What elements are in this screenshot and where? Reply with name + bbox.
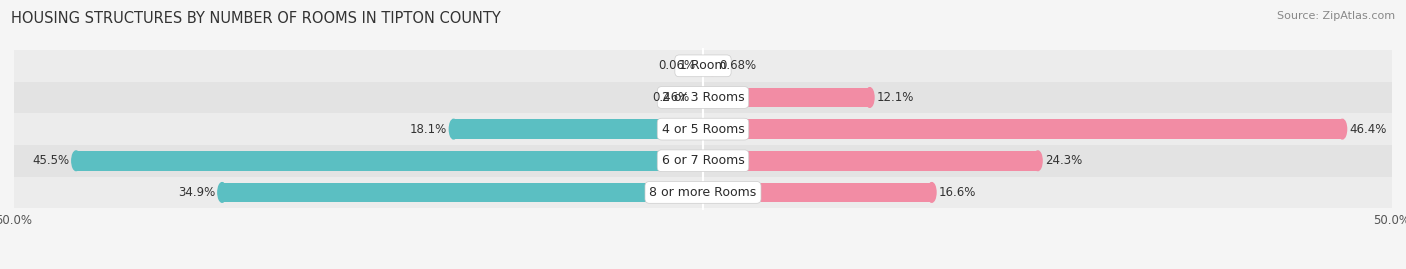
Text: 16.6%: 16.6% [939, 186, 976, 199]
Text: 46.4%: 46.4% [1350, 123, 1386, 136]
Text: 4 or 5 Rooms: 4 or 5 Rooms [662, 123, 744, 136]
Text: 2 or 3 Rooms: 2 or 3 Rooms [662, 91, 744, 104]
Bar [454, 119, 703, 139]
Bar [14, 176, 1392, 208]
Bar [703, 119, 1343, 139]
Bar [703, 151, 1038, 171]
Text: 0.68%: 0.68% [720, 59, 756, 72]
Bar [14, 113, 1392, 145]
Text: 34.9%: 34.9% [179, 186, 215, 199]
Bar [76, 151, 703, 171]
Circle shape [1033, 151, 1042, 171]
Text: 8 or more Rooms: 8 or more Rooms [650, 186, 756, 199]
Bar [14, 82, 1392, 113]
Bar [222, 183, 703, 202]
Circle shape [692, 88, 702, 107]
Bar [703, 56, 713, 76]
Bar [703, 183, 932, 202]
Circle shape [697, 56, 706, 76]
Text: 18.1%: 18.1% [409, 123, 447, 136]
Circle shape [450, 119, 458, 139]
Bar [14, 50, 1392, 82]
Bar [696, 88, 703, 107]
Text: 0.06%: 0.06% [658, 59, 696, 72]
Circle shape [709, 56, 717, 76]
Text: 6 or 7 Rooms: 6 or 7 Rooms [662, 154, 744, 167]
Circle shape [72, 151, 80, 171]
Text: 45.5%: 45.5% [32, 154, 69, 167]
Text: 24.3%: 24.3% [1045, 154, 1083, 167]
Text: 0.46%: 0.46% [652, 91, 690, 104]
Circle shape [866, 88, 875, 107]
Text: Source: ZipAtlas.com: Source: ZipAtlas.com [1277, 11, 1395, 21]
Circle shape [218, 183, 226, 202]
Text: HOUSING STRUCTURES BY NUMBER OF ROOMS IN TIPTON COUNTY: HOUSING STRUCTURES BY NUMBER OF ROOMS IN… [11, 11, 501, 26]
Bar [703, 88, 870, 107]
Circle shape [928, 183, 936, 202]
Text: 1 Room: 1 Room [679, 59, 727, 72]
Text: 12.1%: 12.1% [876, 91, 914, 104]
Bar [14, 145, 1392, 176]
Circle shape [1339, 119, 1347, 139]
